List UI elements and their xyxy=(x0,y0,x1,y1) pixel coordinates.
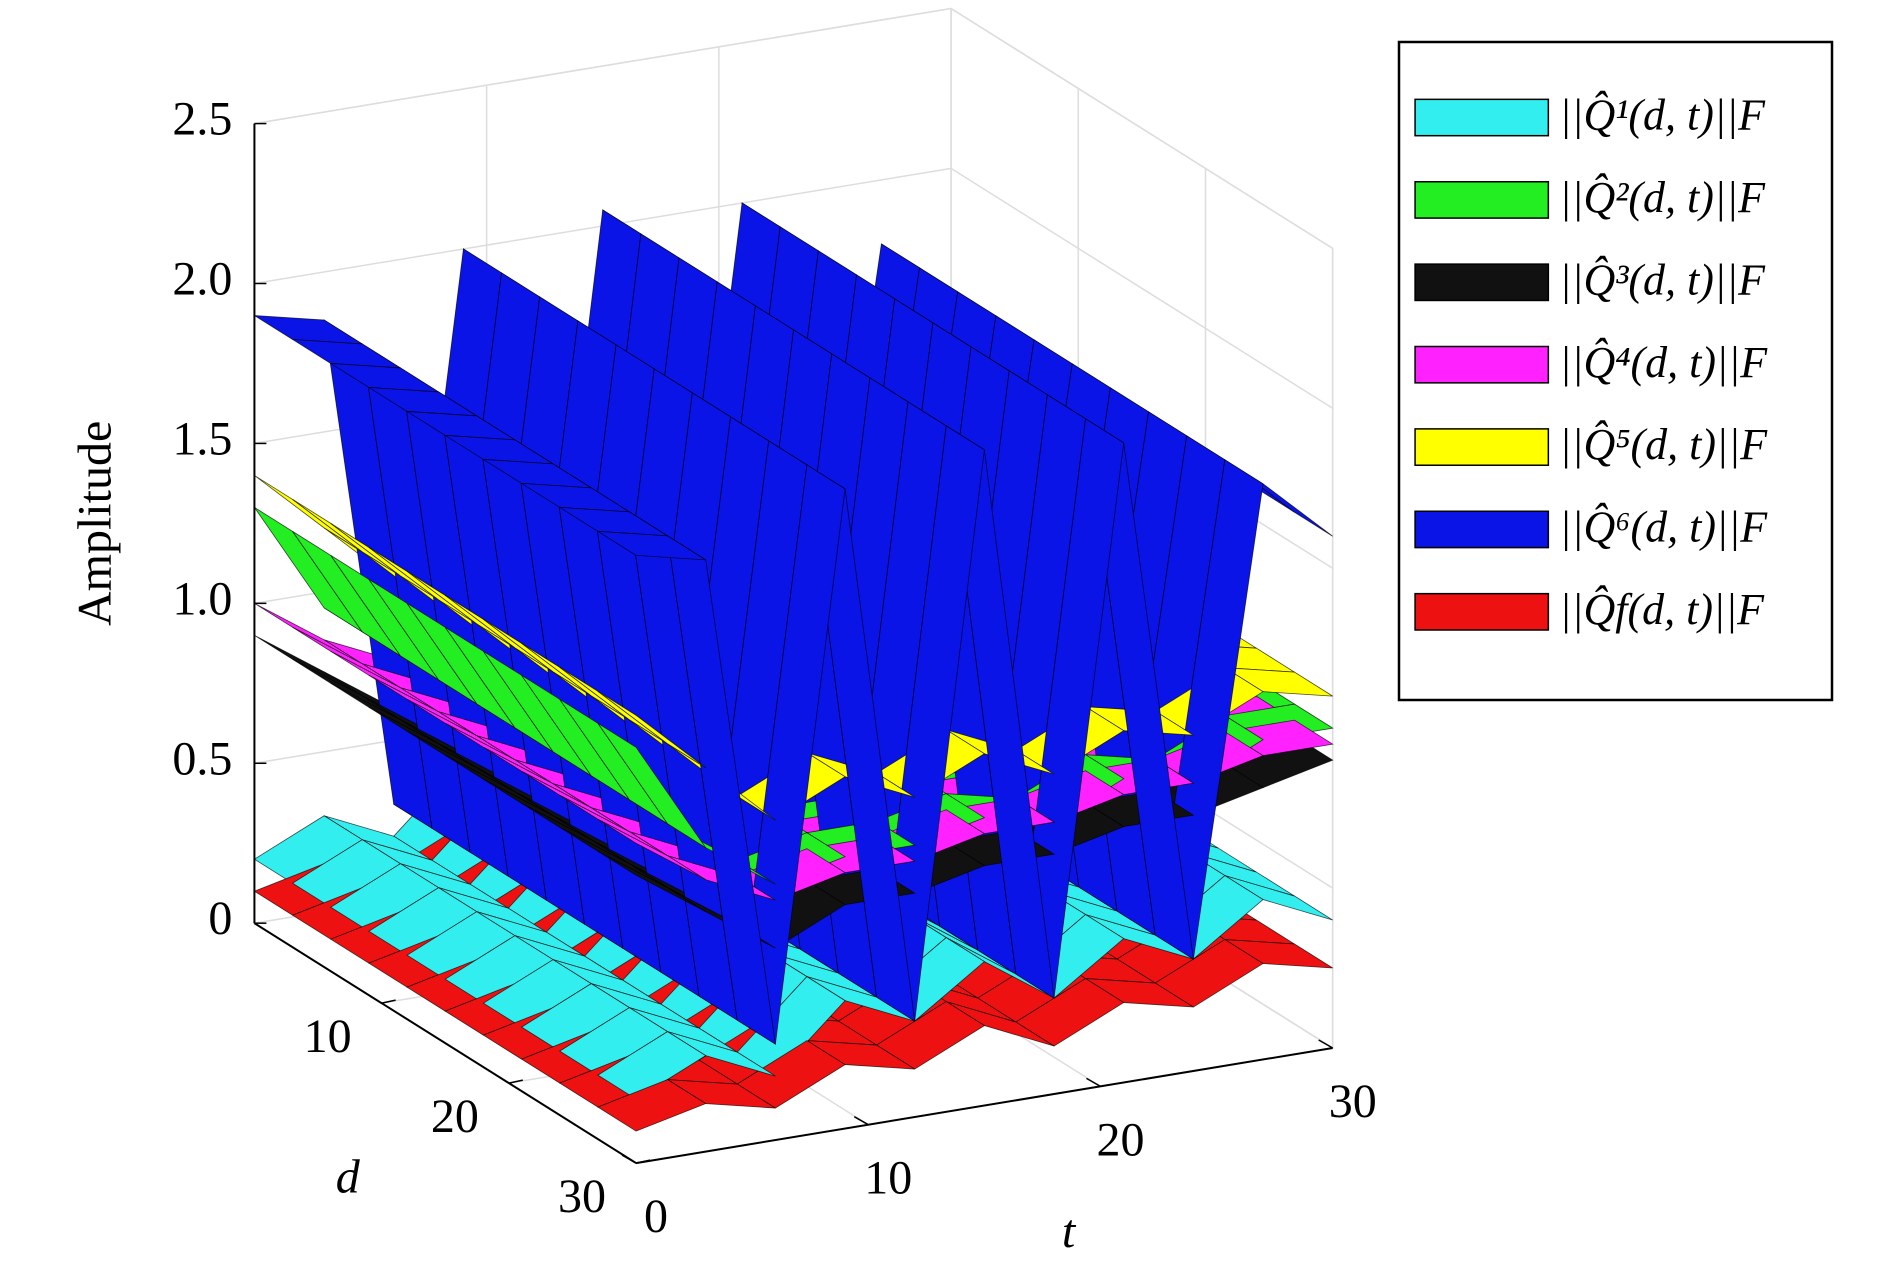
legend-swatch xyxy=(1414,98,1550,137)
legend-swatch xyxy=(1414,180,1550,219)
legend-label: ||Q̂⁵(d, t)||F xyxy=(1559,420,1768,469)
z-tick-label: 0 xyxy=(208,892,232,945)
d-tick-label: 10 xyxy=(304,1010,352,1063)
z-axis-label: Amplitude xyxy=(68,421,121,626)
legend-swatch xyxy=(1414,592,1550,631)
z-tick-label: 1.5 xyxy=(172,412,232,465)
legend-label: ||Q̂f(d, t)||F xyxy=(1559,585,1765,634)
z-tick-label: 2.5 xyxy=(172,93,232,146)
d-tick xyxy=(508,1079,524,1084)
legend-swatch xyxy=(1414,428,1550,466)
t-tick-label: 20 xyxy=(1096,1113,1144,1166)
t-tick xyxy=(1086,1077,1101,1087)
legend-label: ||Q̂⁶(d, t)||F xyxy=(1559,503,1768,552)
z-tick-label: 2.0 xyxy=(172,253,232,306)
d-axis-label: d xyxy=(336,1150,361,1203)
t-tick-label: 0 xyxy=(644,1190,668,1243)
surface-patch xyxy=(597,818,706,881)
surface-patch xyxy=(254,634,363,697)
surface-patch xyxy=(597,722,707,849)
surface-patch xyxy=(597,1079,707,1132)
d-axis xyxy=(253,922,637,1164)
surface-patch xyxy=(254,475,363,553)
legend-swatch xyxy=(1414,510,1550,549)
axes: 0 0.5 1.0 1.5 2.0 2.5 0 10 20 30 10 20 30 Amplitude t d xyxy=(68,93,1376,1258)
legend-label: ||Q̂⁴(d, t)||F xyxy=(1559,338,1768,387)
legend-swatch xyxy=(1414,263,1550,302)
d-tick-label: 30 xyxy=(558,1170,606,1223)
legend-swatch xyxy=(1414,345,1550,384)
z-tick-label: 0.5 xyxy=(172,732,232,785)
surface-patch xyxy=(597,1031,707,1100)
grid-line xyxy=(254,7,1334,250)
surface-patch xyxy=(254,315,363,345)
t-tick-label: 10 xyxy=(864,1152,912,1205)
legend-label: ||Q̂¹(d, t)||F xyxy=(1559,91,1766,140)
t-axis-label: t xyxy=(1062,1205,1077,1258)
d-tick-label: 20 xyxy=(431,1090,479,1143)
surface-patch xyxy=(597,690,706,769)
z-tick-label: 1.0 xyxy=(172,572,232,625)
t-axis xyxy=(635,1046,1333,1165)
legend: ||Q̂¹(d, t)||F ||Q̂²(d, t)||F ||Q̂³(d, t)|… xyxy=(1397,40,1834,702)
surface-patch xyxy=(597,850,706,913)
t-tick xyxy=(1318,1039,1334,1049)
surface-patch xyxy=(597,530,706,561)
t-tick xyxy=(853,1116,869,1126)
legend-label: ||Q̂²(d, t)||F xyxy=(1559,173,1766,222)
surface-patch xyxy=(292,339,401,369)
d-tick xyxy=(381,999,396,1004)
surfaces xyxy=(253,202,1334,1132)
legend-label: ||Q̂³(d, t)||F xyxy=(1559,255,1766,304)
t-tick-label: 30 xyxy=(1329,1075,1377,1128)
